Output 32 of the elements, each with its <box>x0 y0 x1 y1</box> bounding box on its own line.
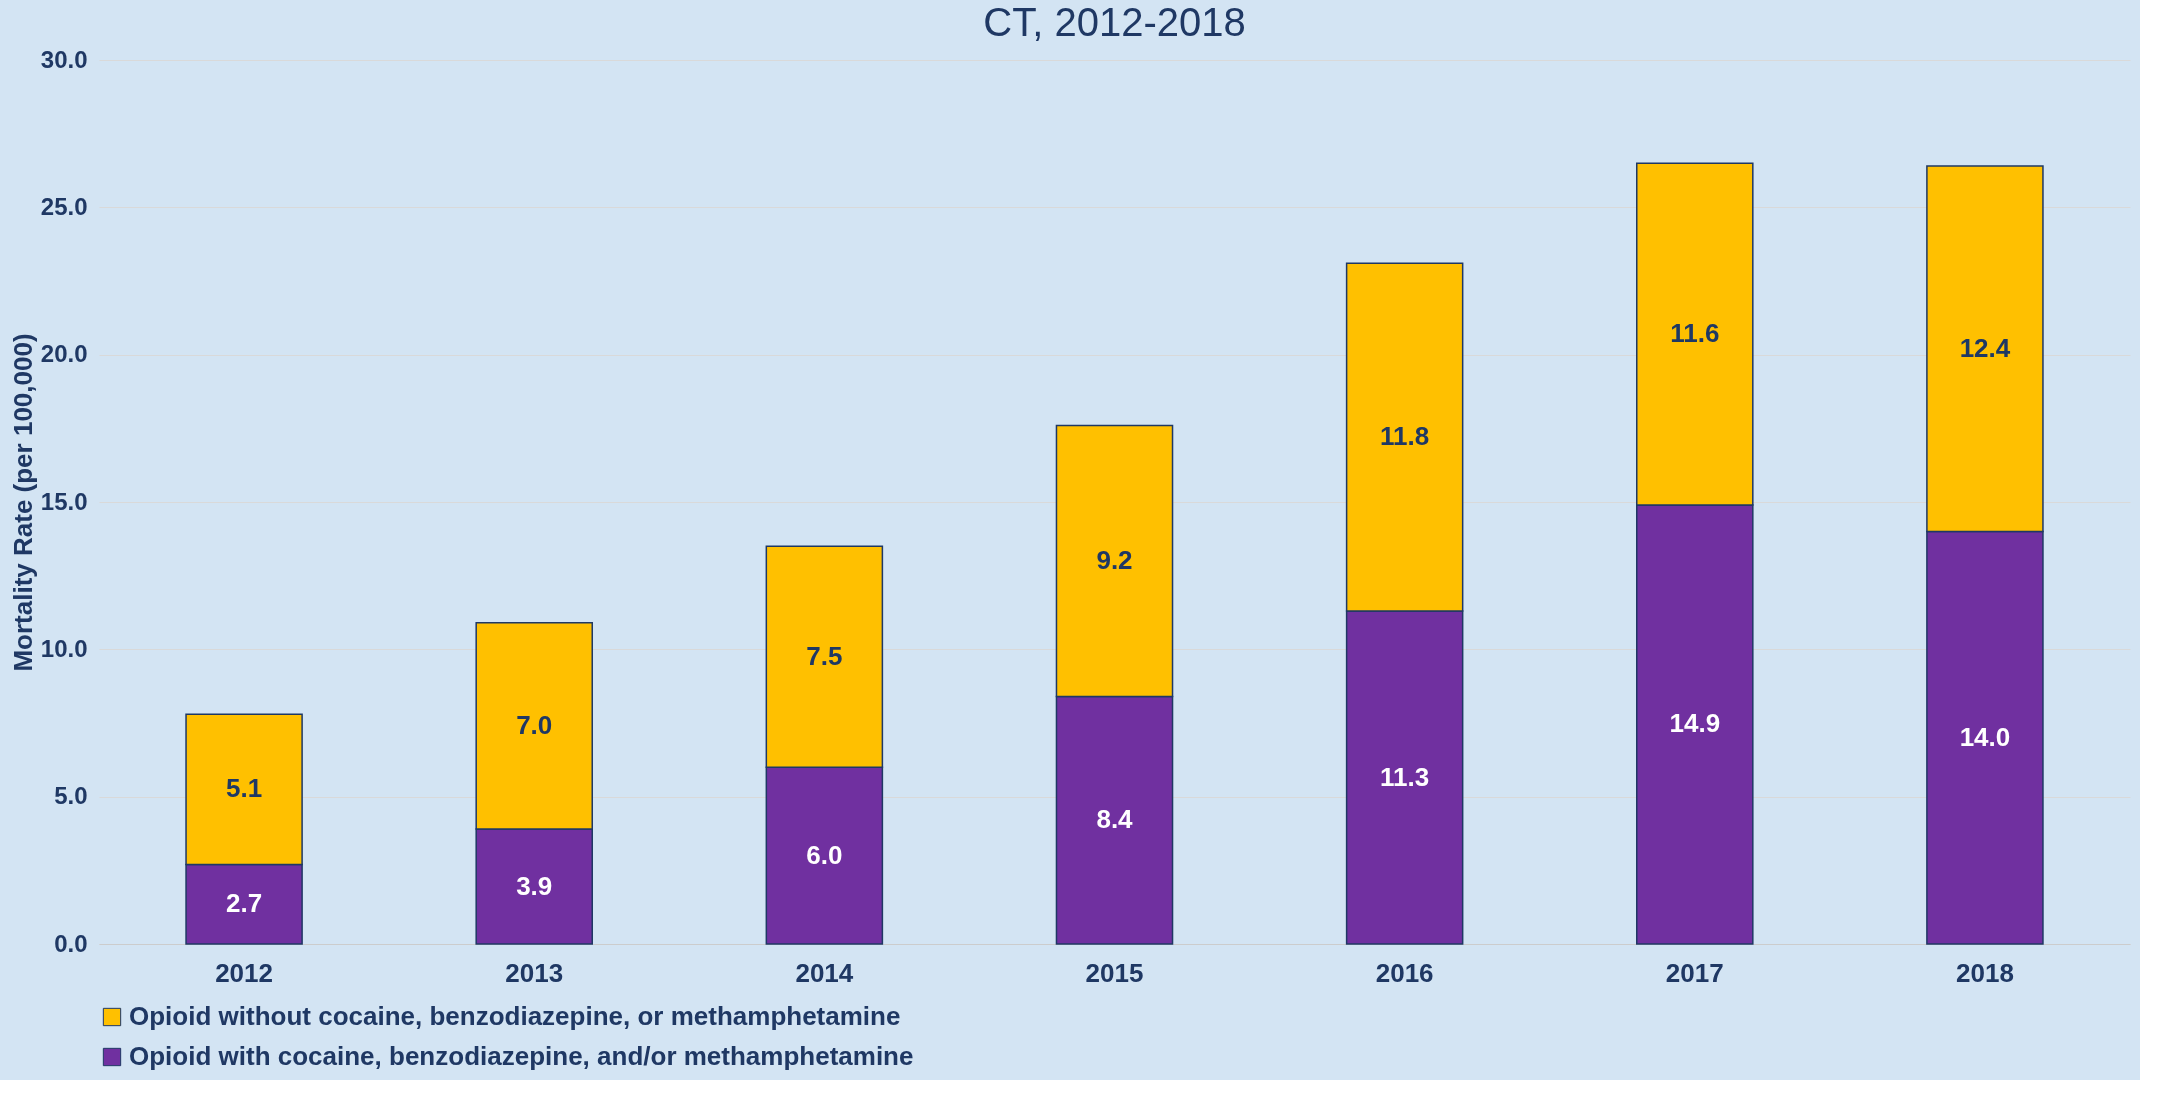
data-label: 2.7 <box>225 888 263 919</box>
data-label: 7.0 <box>516 709 553 740</box>
data-label: 11.8 <box>1380 421 1430 452</box>
data-label: 12.4 <box>1959 332 2011 363</box>
y-tick-label: 20.0 <box>40 340 88 368</box>
y-tick-label: 0.0 <box>54 929 88 957</box>
x-tick-label: 2012 <box>215 957 273 988</box>
data-label: 9.2 <box>1096 544 1133 575</box>
data-label: 11.3 <box>1380 761 1430 792</box>
legend-label: Opioid with cocaine, benzodiazepine, and/or methamphetamine <box>129 1041 914 1071</box>
data-label: 5.1 <box>225 773 263 804</box>
data-label: 6.0 <box>806 839 843 870</box>
data-label: 14.9 <box>1669 708 1721 739</box>
x-tick-label: 2018 <box>1956 957 2014 988</box>
data-label: 7.5 <box>806 640 843 671</box>
x-tick-label: 2014 <box>795 957 854 988</box>
legend-label: Opioid without cocaine, benzodiazepine, or methamphetamine <box>129 1001 901 1031</box>
chart-title: CT, 2012-2018 <box>983 0 1246 44</box>
x-tick-label: 2015 <box>1085 957 1144 988</box>
data-label: 14.0 <box>1959 721 2011 752</box>
y-axis-title: Mortality Rate (per 100,000) <box>7 333 38 672</box>
y-tick-label: 15.0 <box>40 487 88 515</box>
x-tick-label: 2013 <box>505 957 564 988</box>
y-tick-label: 5.0 <box>54 782 88 810</box>
y-tick-label: 25.0 <box>40 192 88 220</box>
x-tick-label: 2016 <box>1375 957 1434 988</box>
y-tick-label: 30.0 <box>40 45 88 73</box>
data-label: 11.6 <box>1670 318 1720 349</box>
data-label: 3.9 <box>516 870 553 901</box>
x-tick-label: 2017 <box>1665 957 1724 988</box>
y-tick-label: 10.0 <box>40 634 88 662</box>
data-label: 8.4 <box>1096 804 1134 835</box>
